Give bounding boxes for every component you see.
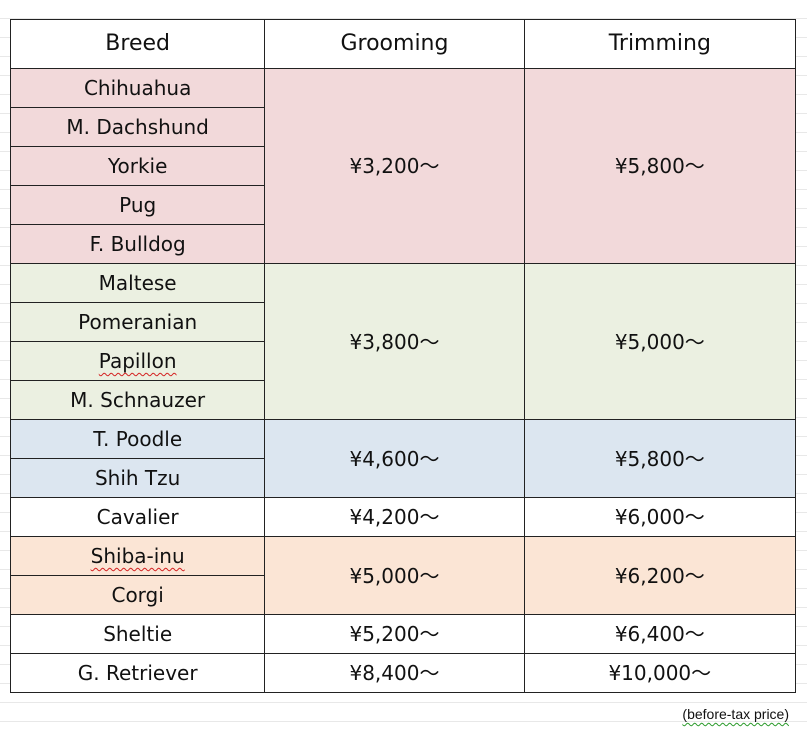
grooming-price-cell: ¥5,200〜 — [264, 614, 525, 654]
footnote-text: (before-tax price) — [682, 706, 789, 722]
breed-label-papillon: Papillon — [98, 349, 177, 373]
header-trimming: Trimming — [523, 19, 797, 69]
trimming-price-cell: ¥5,800〜 — [523, 419, 797, 498]
breed-cell-sheltie: Sheltie — [9, 614, 266, 654]
breed-cell-corgi: Corgi — [9, 575, 266, 615]
grooming-price-cell: ¥8,400〜 — [264, 653, 525, 693]
breed-cell-t-poodle: T. Poodle — [9, 419, 266, 459]
before-tax-footnote: (before-tax price) — [682, 706, 789, 722]
header-grooming: Grooming — [264, 19, 525, 69]
grooming-price-cell: ¥3,800〜 — [264, 263, 525, 420]
breed-cell-g-retriever: G. Retriever — [9, 653, 266, 693]
trimming-price-cell: ¥10,000〜 — [523, 653, 797, 693]
breed-label-shiba-inu: Shiba-inu — [90, 544, 185, 568]
breed-cell-pomeranian: Pomeranian — [9, 302, 266, 342]
breed-cell-m-schnauzer: M. Schnauzer — [9, 380, 266, 420]
trimming-price-cell: ¥6,400〜 — [523, 614, 797, 654]
breed-cell-shih-tzu: Shih Tzu — [9, 458, 266, 498]
grooming-price-cell: ¥5,000〜 — [264, 536, 525, 615]
table-row: Shiba-inu ¥5,000〜 ¥6,200〜 — [9, 536, 797, 615]
grooming-price-cell: ¥4,200〜 — [264, 497, 525, 537]
breed-cell-cavalier: Cavalier — [9, 497, 266, 537]
table-row: G. Retriever ¥8,400〜 ¥10,000〜 — [9, 653, 797, 693]
grooming-price-cell: ¥3,200〜 — [264, 68, 525, 264]
table-row: Cavalier ¥4,200〜 ¥6,000〜 — [9, 497, 797, 537]
trimming-price-cell: ¥5,000〜 — [523, 263, 797, 420]
trimming-price-cell: ¥6,200〜 — [523, 536, 797, 615]
breed-cell-shiba-inu: Shiba-inu — [9, 536, 266, 576]
grooming-price-table: Breed Grooming Trimming Chihuahua ¥3,200… — [9, 19, 797, 693]
breed-cell-yorkie: Yorkie — [9, 146, 266, 186]
table-row: Maltese ¥3,800〜 ¥5,000〜 — [9, 263, 797, 420]
trimming-price-cell: ¥6,000〜 — [523, 497, 797, 537]
breed-cell-f-bulldog: F. Bulldog — [9, 224, 266, 264]
grooming-price-cell: ¥4,600〜 — [264, 419, 525, 498]
breed-cell-pug: Pug — [9, 185, 266, 225]
header-row: Breed Grooming Trimming — [9, 19, 797, 69]
breed-cell-maltese: Maltese — [9, 263, 266, 303]
table-row: T. Poodle ¥4,600〜 ¥5,800〜 — [9, 419, 797, 498]
header-breed: Breed — [9, 19, 266, 69]
table-row: Sheltie ¥5,200〜 ¥6,400〜 — [9, 614, 797, 654]
breed-cell-papillon: Papillon — [9, 341, 266, 381]
breed-cell-m-dachshund: M. Dachshund — [9, 107, 266, 147]
breed-cell-chihuahua: Chihuahua — [9, 68, 266, 108]
trimming-price-cell: ¥5,800〜 — [523, 68, 797, 264]
table-row: Chihuahua ¥3,200〜 ¥5,800〜 — [9, 68, 797, 264]
